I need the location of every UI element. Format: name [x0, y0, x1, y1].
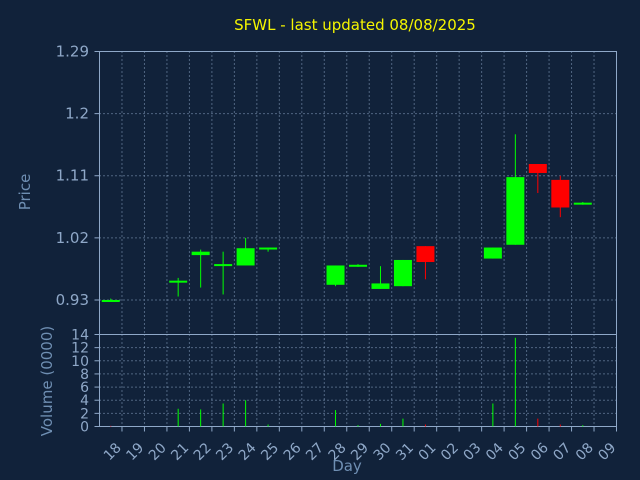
volume-tick-label: 4 [80, 393, 89, 409]
chart-title: SFWL - last updated 08/08/2025 [234, 16, 476, 34]
price-axis-label: Price [16, 174, 34, 211]
volume-tick-label: 8 [80, 367, 89, 383]
candle-body [349, 264, 367, 267]
volume-grid [99, 334, 617, 427]
price-panel: 0.93 1.02 1.11 1.2 1.29 Price [16, 43, 617, 335]
candle-body [191, 251, 210, 256]
volume-tick-label: 0 [80, 420, 89, 436]
volume-tick-label: 14 [71, 328, 89, 344]
candle-body [101, 299, 120, 302]
candle-body [236, 248, 255, 266]
volume-tick-label: 12 [71, 341, 89, 357]
price-tick-label: 1.29 [56, 43, 89, 61]
price-y-ticks: 0.93 1.02 1.11 1.2 1.29 [56, 43, 100, 309]
candle-body [259, 247, 278, 250]
volume-tick-label: 10 [71, 354, 89, 370]
candle-body [551, 179, 570, 208]
price-tick-label: 1.11 [56, 167, 89, 185]
x-axis-label: Day [332, 457, 362, 475]
volume-tick-label: 6 [80, 380, 89, 396]
volume-axis-label: Volume (0000) [38, 326, 56, 436]
price-tick-label: 1.02 [56, 229, 89, 247]
candle-body [371, 283, 390, 289]
candle-body [214, 264, 233, 267]
volume-tick-label: 2 [80, 406, 89, 422]
candle-body [573, 202, 592, 205]
price-tick-label: 0.93 [56, 291, 89, 309]
candle-body [528, 164, 547, 173]
candle-body [416, 246, 435, 263]
volume-bars [110, 337, 584, 427]
candle-body [483, 247, 502, 259]
candle-body [169, 280, 188, 283]
candle-body [326, 265, 345, 285]
candle-body [393, 259, 412, 287]
price-tick-label: 1.2 [65, 105, 89, 123]
candle-body [506, 177, 525, 245]
candles [101, 134, 592, 302]
